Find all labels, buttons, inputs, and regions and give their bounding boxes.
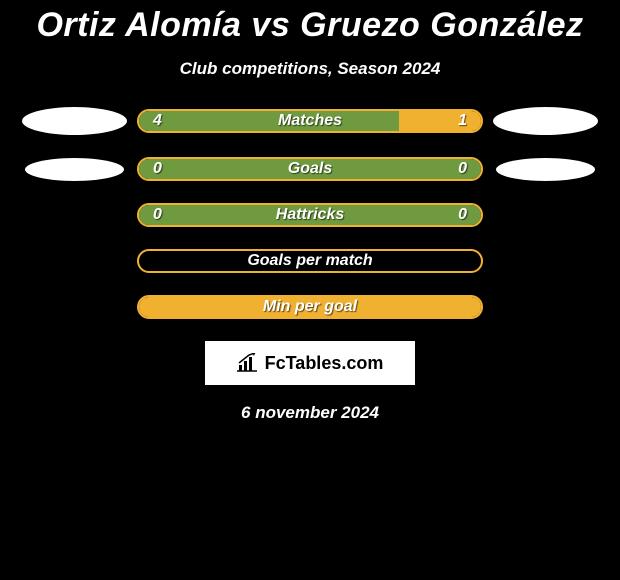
stat-bar: 4 Matches 1 <box>137 109 483 133</box>
stat-value-left: 4 <box>153 112 162 130</box>
stat-row: Goals per match <box>0 249 620 273</box>
stats-rows-container: 4 Matches 1 0 Goals 0 0 Hattricks 0 Goals per mat… <box>0 107 620 319</box>
stat-value-right: 0 <box>458 206 467 224</box>
stat-row: Min per goal <box>0 295 620 319</box>
stat-label: Min per goal <box>263 298 357 316</box>
logo: FcTables.com <box>237 353 384 374</box>
stat-value-right: 0 <box>458 160 467 178</box>
bar-fill-left <box>139 111 399 131</box>
stat-row: 0 Hattricks 0 <box>0 203 620 227</box>
stat-label: Hattricks <box>276 206 344 224</box>
stat-value-left: 0 <box>153 160 162 178</box>
stat-label: Matches <box>278 112 342 130</box>
footer-date: 6 november 2024 <box>0 403 620 423</box>
player-marker-right <box>493 107 598 135</box>
stat-bar: Goals per match <box>137 249 483 273</box>
right-ellipse-slot <box>483 158 608 181</box>
stat-row: 0 Goals 0 <box>0 157 620 181</box>
stat-bar: 0 Goals 0 <box>137 157 483 181</box>
stat-value-left: 0 <box>153 206 162 224</box>
page-subtitle: Club competitions, Season 2024 <box>0 59 620 79</box>
stat-value-right: 1 <box>458 112 467 130</box>
left-ellipse-slot <box>12 107 137 135</box>
left-ellipse-slot <box>12 158 137 181</box>
stat-bar: Min per goal <box>137 295 483 319</box>
player-marker-right <box>496 158 595 181</box>
logo-text: FcTables.com <box>265 353 384 374</box>
right-ellipse-slot <box>483 107 608 135</box>
bar-fill-right <box>399 111 481 131</box>
stat-label: Goals per match <box>247 252 372 270</box>
bar-chart-icon <box>237 353 261 373</box>
page-title: Ortiz Alomía vs Gruezo González <box>0 0 620 45</box>
logo-box: FcTables.com <box>205 341 415 385</box>
stat-label: Goals <box>288 160 332 178</box>
stat-row: 4 Matches 1 <box>0 107 620 135</box>
stat-bar: 0 Hattricks 0 <box>137 203 483 227</box>
player-marker-left <box>25 158 124 181</box>
player-marker-left <box>22 107 127 135</box>
